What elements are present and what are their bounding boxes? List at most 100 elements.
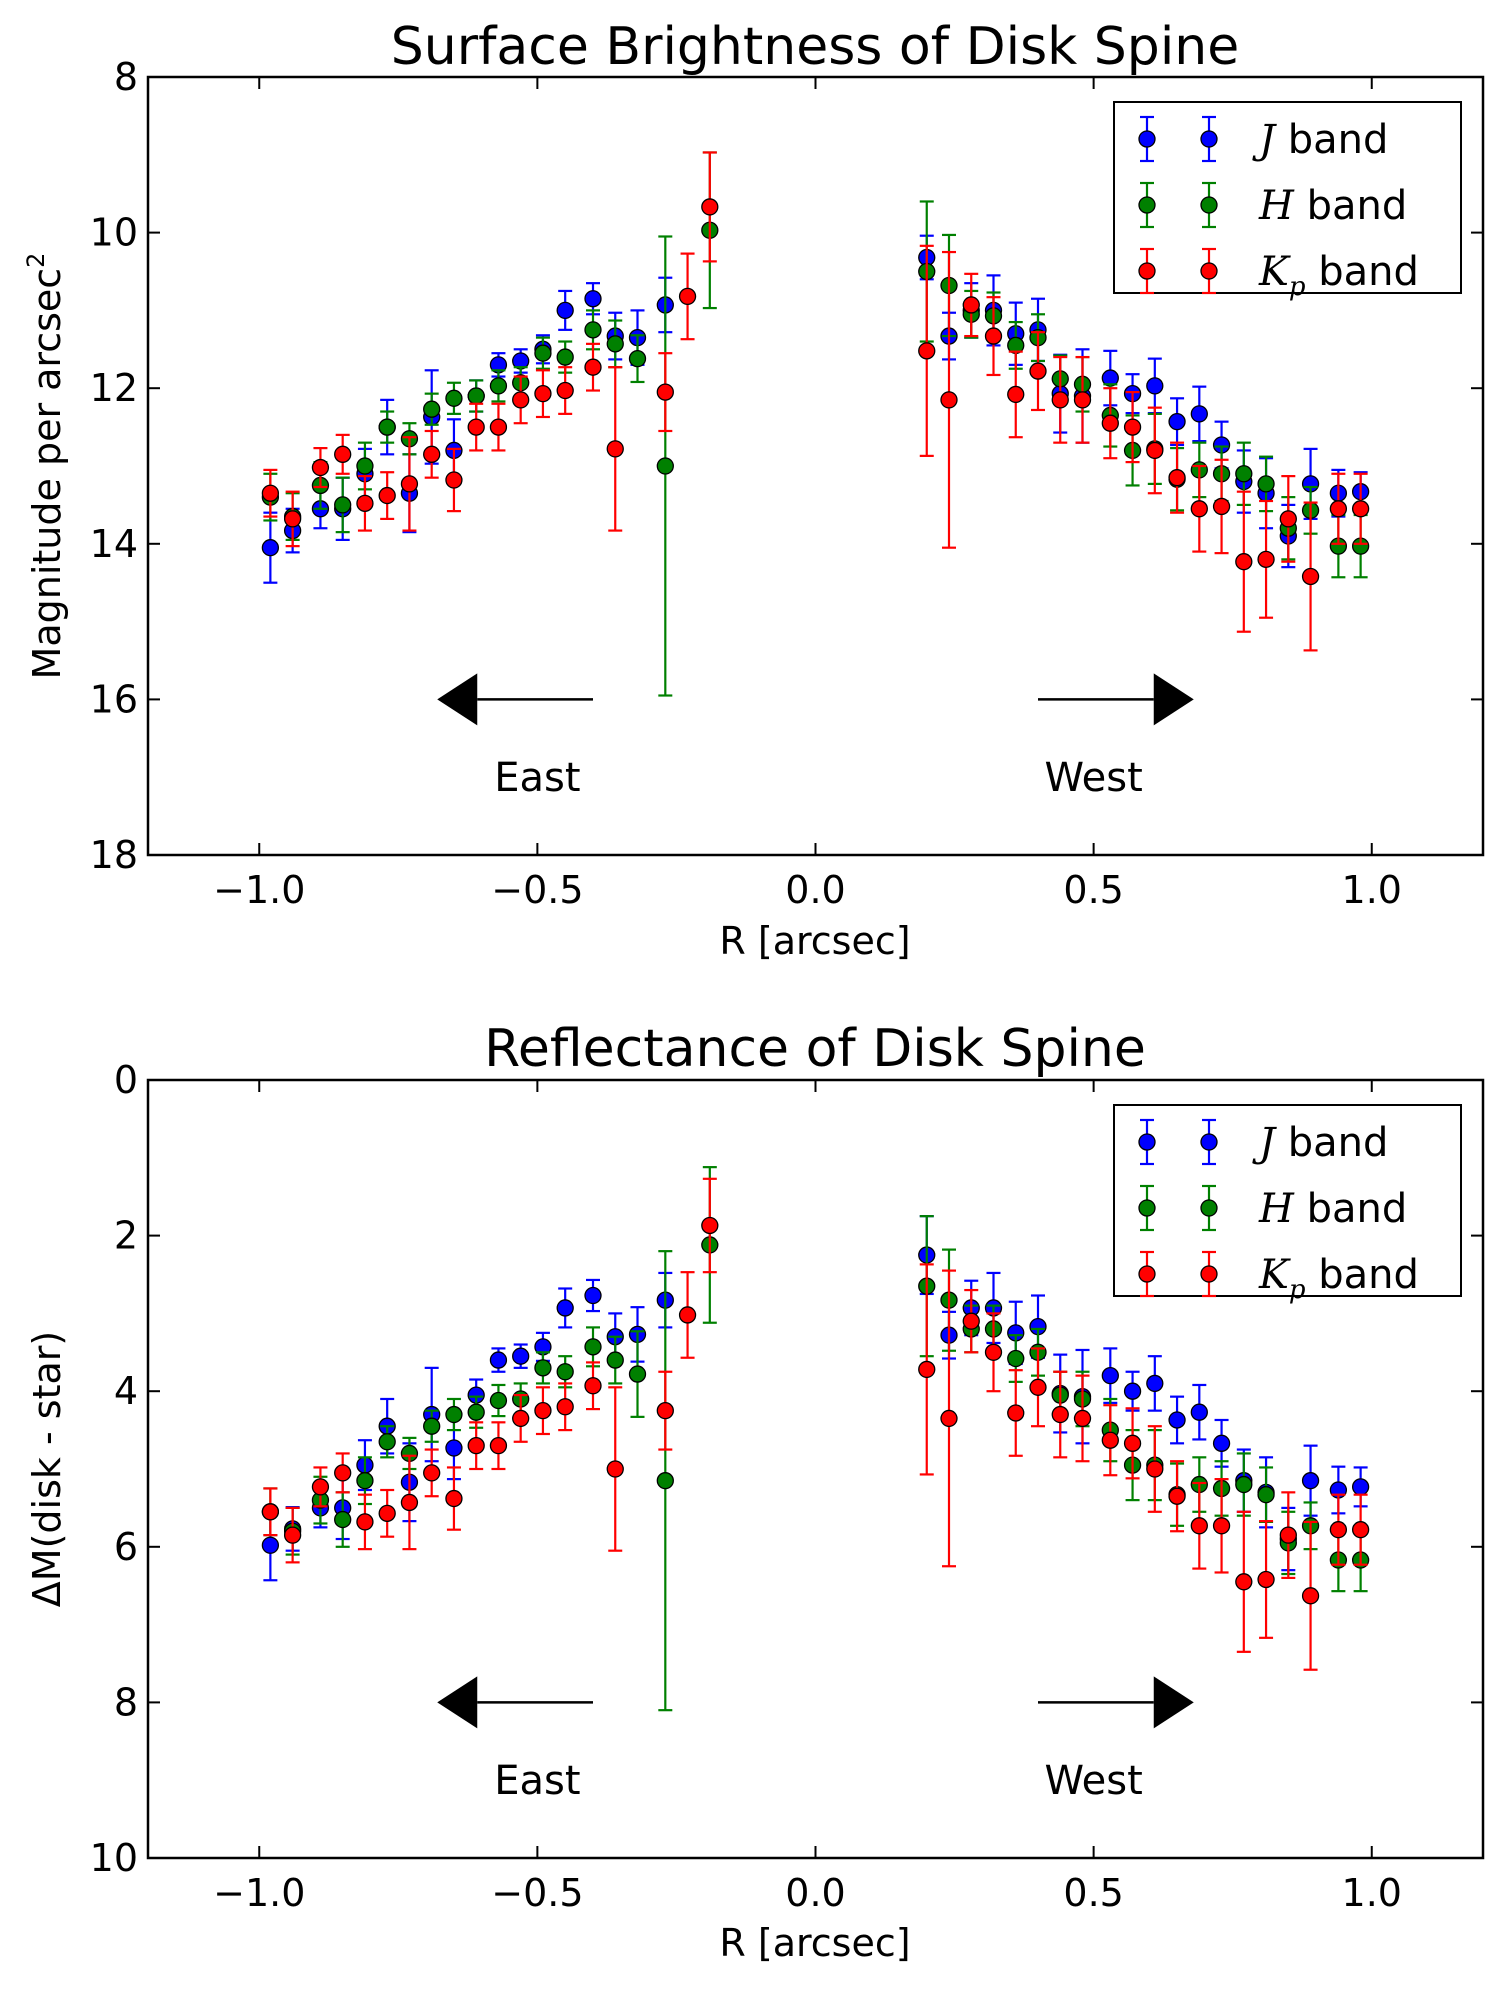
legend-marker (1138, 1133, 1156, 1151)
direction-arrow-head (437, 1676, 478, 1729)
legend-marker (1200, 1133, 1218, 1151)
y-tick-label: 6 (114, 1525, 138, 1569)
data-point (512, 1409, 530, 1428)
x-tick-label: −0.5 (491, 868, 583, 912)
y-axis-label-text: ΔM(disk - star) (25, 1331, 69, 1607)
data-point (534, 384, 552, 403)
data-point (261, 1503, 280, 1521)
legend-marker (1138, 196, 1156, 214)
data-point (1257, 1570, 1275, 1589)
data-point (445, 1439, 463, 1457)
data-point (701, 198, 719, 216)
data-point (1123, 1382, 1142, 1400)
data-point (556, 1363, 574, 1381)
legend-marker (1138, 130, 1156, 148)
data-point (606, 335, 624, 353)
data-point (423, 400, 441, 418)
data-point (378, 486, 396, 505)
direction-annotations: East West (437, 1676, 1194, 1804)
data-point (678, 287, 697, 306)
data-point (1168, 413, 1186, 431)
direction-label: West (1044, 1758, 1142, 1804)
y-tick-label: 10 (90, 211, 138, 255)
data-point (584, 321, 602, 339)
data-point (606, 440, 624, 458)
y-tick-label: 8 (114, 1680, 138, 1724)
data-point (356, 494, 374, 512)
data-point (311, 458, 330, 477)
data-point (311, 1478, 330, 1496)
y-tick-label: 12 (90, 366, 138, 410)
x-tick-label: −0.5 (491, 1871, 583, 1915)
data-point (467, 418, 485, 436)
plot-area (261, 1166, 1370, 1712)
data-point (556, 348, 574, 366)
legend-band-suffix: band (1275, 117, 1388, 163)
x-tick-label: 1.0 (1342, 868, 1402, 912)
data-point (1257, 550, 1275, 569)
data-point (356, 457, 374, 475)
data-point (1190, 1403, 1208, 1421)
x-tick-label: −1.0 (213, 1871, 305, 1915)
data-point (489, 1351, 508, 1369)
data-point (283, 1526, 302, 1544)
y-tick-label: 2 (114, 1214, 138, 1258)
legend-item: H band (1138, 181, 1407, 229)
direction-label: East (494, 1758, 580, 1804)
legend-item: Kp band (1138, 1250, 1419, 1305)
data-point (1123, 418, 1142, 436)
legend-label: H band (1258, 1186, 1407, 1232)
legend-band-subscript: p (1289, 272, 1306, 302)
series-k-band (261, 151, 1370, 652)
data-point (378, 418, 396, 436)
axis-ticks: −1.0 −0.5 0.0 0.5 1.0 0 2 4 6 8 10 (90, 1058, 1483, 1915)
data-point (261, 539, 280, 557)
data-point (628, 349, 647, 368)
data-point (656, 383, 674, 401)
data-point (378, 1504, 396, 1522)
data-point (584, 1377, 602, 1395)
data-point (1351, 1521, 1370, 1539)
data-point (445, 1489, 463, 1508)
data-point (918, 1360, 936, 1379)
data-point (1146, 377, 1164, 395)
legend-band-suffix: band (1306, 1252, 1419, 1298)
y-axis-label: Magnitude per arcsec2 (22, 253, 69, 680)
legend-marker (1200, 130, 1218, 148)
legend-band-symbol: H (1258, 183, 1295, 229)
data-point (489, 418, 508, 436)
data-point (1279, 510, 1297, 528)
data-point (628, 1365, 647, 1383)
data-point (334, 496, 352, 514)
data-point (1351, 1478, 1370, 1496)
chart-title: Surface Brightness of Disk Spine (391, 17, 1239, 77)
data-point (556, 1299, 574, 1317)
data-point (1051, 391, 1069, 409)
data-point (445, 471, 463, 489)
legend-band-symbol: H (1258, 1186, 1295, 1232)
data-point (1101, 414, 1119, 432)
data-point (423, 1417, 441, 1435)
data-point (606, 1351, 624, 1369)
x-tick-label: −1.0 (213, 868, 305, 912)
data-point (1212, 1434, 1231, 1452)
y-tick-label: 8 (114, 55, 138, 99)
data-point (656, 1402, 674, 1420)
legend-label: Kp band (1258, 249, 1419, 302)
data-point (1101, 1366, 1119, 1385)
data-point (1007, 1349, 1025, 1368)
legend-marker (1200, 262, 1218, 280)
data-point (984, 1343, 1003, 1361)
data-point (1168, 469, 1186, 487)
x-tick-label: 0.0 (785, 868, 845, 912)
legend-box (1113, 1104, 1462, 1297)
chart-title: Reflectance of Disk Spine (484, 1019, 1146, 1079)
x-axis-label: R [arcsec] (719, 1921, 910, 1965)
data-point (1212, 1517, 1231, 1535)
x-axis-label: R [arcsec] (719, 919, 910, 963)
data-point (1235, 1573, 1253, 1591)
data-point (1073, 1409, 1092, 1428)
data-point (606, 1460, 624, 1478)
